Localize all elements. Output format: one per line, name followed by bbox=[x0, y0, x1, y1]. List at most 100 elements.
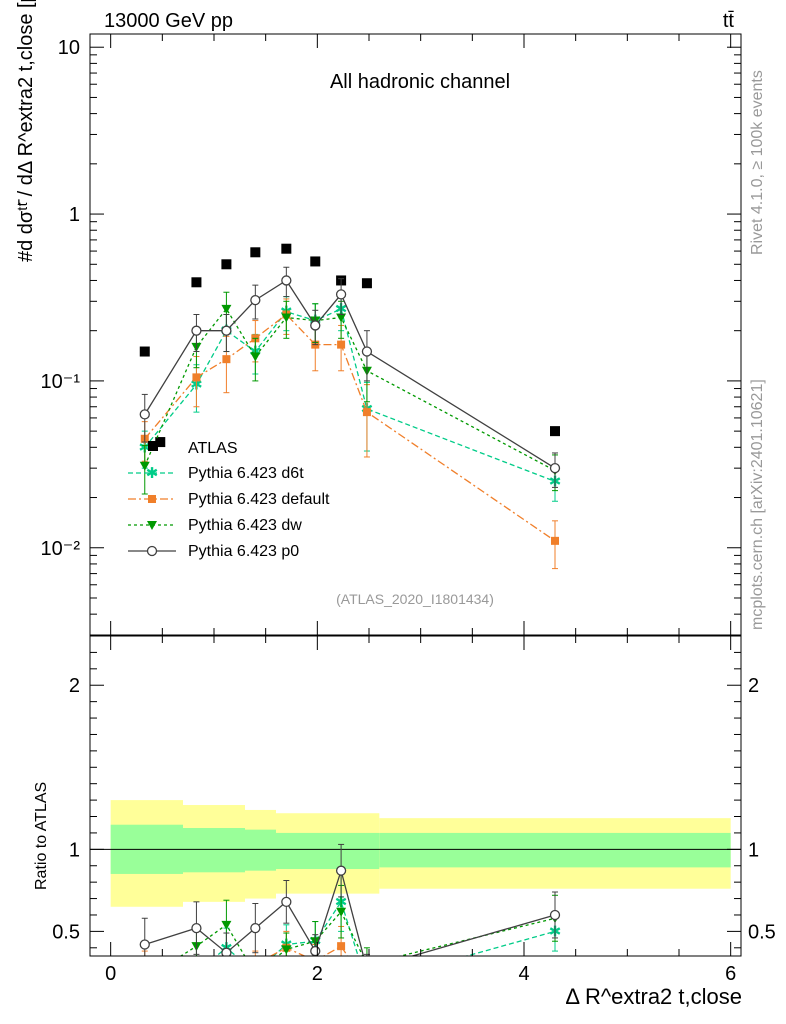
ratio-band-inner bbox=[245, 829, 276, 871]
legend-marker-dw bbox=[147, 521, 157, 530]
rivet-version-label: Rivet 4.1.0, ≥ 100k events bbox=[749, 70, 766, 255]
ratio-point-default bbox=[551, 973, 559, 981]
legend-marker-d6t: ✱ bbox=[146, 464, 159, 482]
ratio-point-p0 bbox=[310, 945, 321, 956]
chart-title: All hadronic channel bbox=[330, 71, 510, 93]
ratio-point-default bbox=[192, 965, 200, 973]
legend-label-p0: Pythia 6.423 p0 bbox=[188, 543, 299, 560]
ratio-band-inner bbox=[183, 828, 245, 873]
main-point-data bbox=[139, 346, 150, 357]
main-y-axis-title: #d dσᵗᵗ̄ / dΔ R^extra2 t,close [pb] bbox=[15, 0, 37, 262]
ratio-y-tick-label: 0.5 bbox=[52, 921, 80, 943]
ratio-plot-frame bbox=[89, 635, 742, 957]
main-point-dw bbox=[281, 313, 292, 323]
x-tick-label: 4 bbox=[518, 963, 529, 985]
main-point-p0 bbox=[191, 325, 202, 336]
energy-label: 13000 GeV pp bbox=[104, 10, 233, 32]
main-y-tick-label: 10⁻¹ bbox=[41, 371, 81, 393]
legend-marker-default bbox=[148, 495, 156, 503]
main-line-default bbox=[144, 313, 556, 542]
ratio-y-axis-title: Ratio to ATLAS bbox=[33, 782, 50, 890]
axis-ticks bbox=[90, 34, 741, 956]
main-plot-frame bbox=[89, 33, 742, 636]
main-point-p0 bbox=[361, 346, 373, 357]
legend-entry-default: Pythia 6.423 default bbox=[128, 491, 330, 508]
ratio-point-p0 bbox=[221, 947, 232, 956]
ratio-point-d6t: ✱ bbox=[249, 963, 262, 981]
ratio-point-default bbox=[337, 942, 346, 951]
main-series-group: ✱✱✱✱✱✱✱✱✱ bbox=[138, 243, 561, 570]
legend-label-dw: Pythia 6.423 dw bbox=[188, 517, 302, 534]
x-tick-label: 0 bbox=[105, 963, 116, 985]
legend-entry-dw: Pythia 6.423 dw bbox=[128, 517, 302, 534]
main-point-default bbox=[222, 355, 231, 364]
main-point-dw bbox=[221, 304, 232, 314]
ratio-series-group: ✱✱✱✱✱✱✱✱✱ bbox=[138, 843, 561, 993]
main-point-default bbox=[551, 536, 559, 545]
main-point-p0 bbox=[221, 325, 232, 336]
main-point-p0 bbox=[310, 320, 321, 331]
legend: ATLAS ✱ Pythia 6.423 d6t Pythia 6.423 de… bbox=[128, 440, 330, 560]
main-point-data bbox=[250, 247, 261, 258]
ratio-point-p0 bbox=[281, 896, 292, 907]
ratio-point-d6t: ✱ bbox=[138, 960, 151, 978]
main-y-axis-title-text: #d dσᵗᵗ̄ / dΔ R^extra2 t,close [pb] bbox=[15, 0, 37, 262]
main-y-tick-label: 10⁻² bbox=[41, 538, 81, 560]
main-point-data bbox=[281, 243, 292, 254]
main-point-default bbox=[192, 373, 201, 382]
ratio-y-tick-label-right: 2 bbox=[748, 675, 759, 697]
main-point-dw bbox=[139, 461, 150, 471]
ratio-point-default bbox=[363, 982, 371, 990]
ratio-point-p0 bbox=[250, 922, 261, 934]
main-point-data bbox=[191, 277, 202, 288]
ratio-point-default bbox=[222, 965, 230, 973]
x-tick-label: 2 bbox=[312, 963, 323, 985]
main-point-default bbox=[337, 340, 346, 349]
ratio-line-dw bbox=[179, 910, 556, 956]
main-point-p0 bbox=[250, 294, 261, 306]
main-point-p0 bbox=[335, 289, 347, 300]
ratio-point-dw bbox=[221, 920, 232, 930]
ratio-point-dw bbox=[336, 907, 347, 917]
ratio-line-default bbox=[269, 945, 349, 956]
main-point-p0 bbox=[549, 463, 561, 474]
ratio-band-inner bbox=[276, 832, 380, 870]
ratio-y-tick-label-right: 1 bbox=[748, 839, 759, 861]
legend-entry-atlas: ATLAS bbox=[148, 440, 238, 457]
ratio-point-p0 bbox=[549, 909, 561, 921]
ratio-point-d6t: ✱ bbox=[361, 975, 374, 993]
ratio-line-d6t bbox=[215, 900, 556, 956]
ratio-band-inner bbox=[379, 832, 731, 868]
legend-entry-p0: Pythia 6.423 p0 bbox=[128, 543, 299, 560]
ratio-point-p0 bbox=[139, 939, 150, 950]
main-point-dw bbox=[250, 352, 261, 362]
legend-entry-d6t: ✱ Pythia 6.423 d6t bbox=[128, 464, 304, 482]
analysis-watermark: (ATLAS_2020_I1801434) bbox=[336, 591, 494, 607]
ratio-point-p0 bbox=[335, 865, 347, 876]
ratio-point-dw bbox=[281, 945, 292, 955]
source-label: mcplots.cern.ch [arXiv:2401.10621] bbox=[749, 379, 766, 630]
main-point-data bbox=[550, 426, 560, 437]
main-point-p0 bbox=[139, 409, 150, 420]
main-point-data bbox=[310, 256, 321, 267]
ratio-point-default bbox=[141, 960, 149, 968]
ratio-point-default bbox=[251, 960, 259, 968]
legend-label-default: Pythia 6.423 default bbox=[188, 491, 330, 508]
main-point-default bbox=[362, 408, 371, 417]
ratio-uncertainty-bands bbox=[110, 800, 731, 907]
legend-label-d6t: Pythia 6.423 d6t bbox=[188, 465, 304, 482]
main-point-data bbox=[155, 437, 166, 448]
ratio-point-p0 bbox=[362, 965, 371, 974]
main-y-tick-label: 10 bbox=[58, 37, 80, 59]
legend-label-atlas: ATLAS bbox=[188, 440, 238, 457]
ratio-y-tick-label: 2 bbox=[69, 675, 80, 697]
ratio-point-p0 bbox=[191, 922, 202, 934]
main-y-tick-label: 1 bbox=[69, 204, 80, 226]
ratio-point-dw bbox=[140, 975, 150, 984]
main-point-p0 bbox=[281, 275, 292, 286]
ratio-point-dw bbox=[362, 960, 372, 969]
ratio-y-tick-label-right: 0.5 bbox=[748, 921, 776, 943]
main-point-dw bbox=[336, 313, 347, 323]
ratio-y-tick-label: 1 bbox=[69, 839, 80, 861]
